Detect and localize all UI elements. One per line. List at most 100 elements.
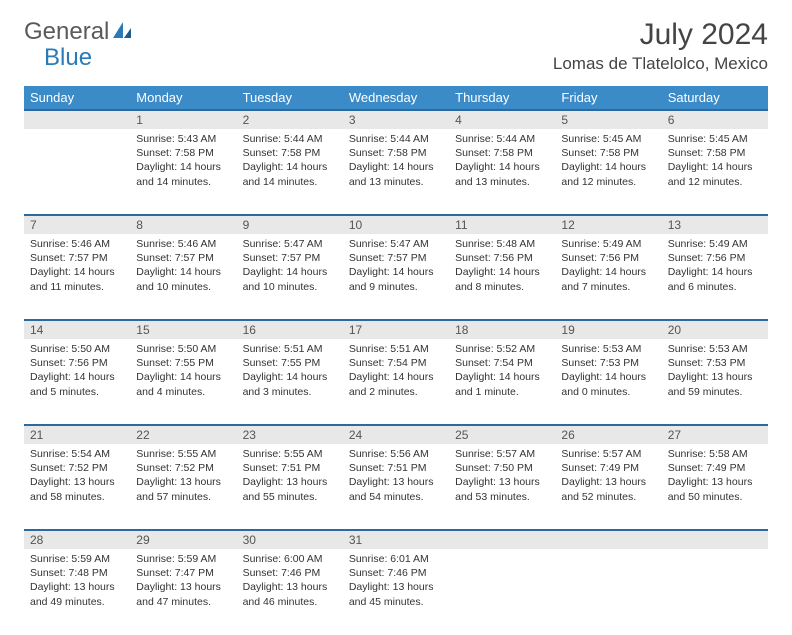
day-info-line: Daylight: 13 hours bbox=[349, 580, 443, 594]
day-info-line: Sunrise: 5:59 AM bbox=[136, 552, 230, 566]
title-block: July 2024 Lomas de Tlatelolco, Mexico bbox=[553, 18, 768, 74]
day-info-line: Daylight: 14 hours bbox=[561, 370, 655, 384]
day-number: 6 bbox=[662, 110, 768, 129]
day-number-row: 21222324252627 bbox=[24, 425, 768, 444]
day-info-line: and 53 minutes. bbox=[455, 490, 549, 504]
day-info-line: Sunset: 7:50 PM bbox=[455, 461, 549, 475]
day-info-line: Daylight: 14 hours bbox=[455, 370, 549, 384]
day-cell: Sunrise: 5:47 AMSunset: 7:57 PMDaylight:… bbox=[237, 234, 343, 320]
day-number: 19 bbox=[555, 320, 661, 339]
day-info-line: Sunset: 7:58 PM bbox=[455, 146, 549, 160]
day-info-line: Sunrise: 5:47 AM bbox=[243, 237, 337, 251]
day-content-row: Sunrise: 5:50 AMSunset: 7:56 PMDaylight:… bbox=[24, 339, 768, 425]
day-info-line: Sunrise: 5:50 AM bbox=[136, 342, 230, 356]
day-info-line: and 59 minutes. bbox=[668, 385, 762, 399]
logo-text-blue: Blue bbox=[44, 44, 92, 72]
day-info-line: Daylight: 13 hours bbox=[349, 475, 443, 489]
day-info-line: Sunset: 7:53 PM bbox=[668, 356, 762, 370]
day-info-line: and 14 minutes. bbox=[243, 175, 337, 189]
day-info-line: Daylight: 14 hours bbox=[668, 265, 762, 279]
day-number: 22 bbox=[130, 425, 236, 444]
day-number bbox=[662, 530, 768, 549]
day-info-line: Daylight: 13 hours bbox=[561, 475, 655, 489]
day-info-line: and 3 minutes. bbox=[243, 385, 337, 399]
day-info-line: and 12 minutes. bbox=[561, 175, 655, 189]
day-info-line: Sunrise: 5:59 AM bbox=[30, 552, 124, 566]
day-info-line: Daylight: 14 hours bbox=[349, 370, 443, 384]
day-cell: Sunrise: 5:59 AMSunset: 7:48 PMDaylight:… bbox=[24, 549, 130, 635]
day-number: 2 bbox=[237, 110, 343, 129]
day-cell: Sunrise: 5:53 AMSunset: 7:53 PMDaylight:… bbox=[662, 339, 768, 425]
day-cell: Sunrise: 5:56 AMSunset: 7:51 PMDaylight:… bbox=[343, 444, 449, 530]
day-info-line: Sunrise: 6:01 AM bbox=[349, 552, 443, 566]
day-info-line: Sunset: 7:57 PM bbox=[349, 251, 443, 265]
weekday-header: Saturday bbox=[662, 86, 768, 110]
day-cell: Sunrise: 5:44 AMSunset: 7:58 PMDaylight:… bbox=[237, 129, 343, 215]
day-cell: Sunrise: 5:47 AMSunset: 7:57 PMDaylight:… bbox=[343, 234, 449, 320]
day-number: 16 bbox=[237, 320, 343, 339]
day-info-line: and 12 minutes. bbox=[668, 175, 762, 189]
day-number: 12 bbox=[555, 215, 661, 234]
day-number: 4 bbox=[449, 110, 555, 129]
day-info-line: Daylight: 14 hours bbox=[455, 265, 549, 279]
day-info-line: Sunset: 7:55 PM bbox=[136, 356, 230, 370]
day-info-line: Sunset: 7:58 PM bbox=[561, 146, 655, 160]
logo-text-general: General bbox=[24, 18, 109, 46]
day-info-line: Sunrise: 5:54 AM bbox=[30, 447, 124, 461]
day-cell bbox=[555, 549, 661, 635]
day-number: 3 bbox=[343, 110, 449, 129]
calendar-table: Sunday Monday Tuesday Wednesday Thursday… bbox=[24, 86, 768, 635]
day-info-line: Sunset: 7:48 PM bbox=[30, 566, 124, 580]
day-info-line: Sunrise: 5:45 AM bbox=[561, 132, 655, 146]
day-number: 28 bbox=[24, 530, 130, 549]
weekday-header: Monday bbox=[130, 86, 236, 110]
day-info-line: and 55 minutes. bbox=[243, 490, 337, 504]
day-info-line: Sunrise: 5:45 AM bbox=[668, 132, 762, 146]
day-cell bbox=[24, 129, 130, 215]
day-cell: Sunrise: 5:44 AMSunset: 7:58 PMDaylight:… bbox=[449, 129, 555, 215]
day-number: 1 bbox=[130, 110, 236, 129]
day-number: 8 bbox=[130, 215, 236, 234]
day-info-line: Sunrise: 6:00 AM bbox=[243, 552, 337, 566]
day-info-line: Sunrise: 5:57 AM bbox=[561, 447, 655, 461]
day-info-line: Sunrise: 5:57 AM bbox=[455, 447, 549, 461]
day-info-line: and 2 minutes. bbox=[349, 385, 443, 399]
day-cell: Sunrise: 5:48 AMSunset: 7:56 PMDaylight:… bbox=[449, 234, 555, 320]
weekday-header: Thursday bbox=[449, 86, 555, 110]
day-cell: Sunrise: 5:51 AMSunset: 7:54 PMDaylight:… bbox=[343, 339, 449, 425]
day-info-line: and 10 minutes. bbox=[243, 280, 337, 294]
day-info-line: and 13 minutes. bbox=[349, 175, 443, 189]
day-info-line: Daylight: 14 hours bbox=[243, 160, 337, 174]
day-info-line: Daylight: 13 hours bbox=[455, 475, 549, 489]
day-info-line: Sunset: 7:52 PM bbox=[136, 461, 230, 475]
day-info-line: Daylight: 13 hours bbox=[243, 580, 337, 594]
day-number: 14 bbox=[24, 320, 130, 339]
day-info-line: Sunrise: 5:55 AM bbox=[243, 447, 337, 461]
day-info-line: Sunrise: 5:51 AM bbox=[349, 342, 443, 356]
day-info-line: Sunrise: 5:49 AM bbox=[668, 237, 762, 251]
day-info-line: Daylight: 13 hours bbox=[30, 580, 124, 594]
day-info-line: and 54 minutes. bbox=[349, 490, 443, 504]
day-info-line: Daylight: 14 hours bbox=[30, 265, 124, 279]
day-info-line: and 1 minute. bbox=[455, 385, 549, 399]
day-number: 17 bbox=[343, 320, 449, 339]
location: Lomas de Tlatelolco, Mexico bbox=[553, 54, 768, 74]
day-info-line: Sunrise: 5:48 AM bbox=[455, 237, 549, 251]
day-info-line: Sunset: 7:49 PM bbox=[668, 461, 762, 475]
day-number: 11 bbox=[449, 215, 555, 234]
day-number: 26 bbox=[555, 425, 661, 444]
day-cell: Sunrise: 5:55 AMSunset: 7:52 PMDaylight:… bbox=[130, 444, 236, 530]
day-info-line: and 7 minutes. bbox=[561, 280, 655, 294]
day-cell: Sunrise: 5:46 AMSunset: 7:57 PMDaylight:… bbox=[24, 234, 130, 320]
day-info-line: Sunset: 7:46 PM bbox=[243, 566, 337, 580]
day-info-line: Sunset: 7:57 PM bbox=[243, 251, 337, 265]
day-info-line: Sunset: 7:49 PM bbox=[561, 461, 655, 475]
sail-icon bbox=[111, 20, 133, 45]
day-info-line: and 52 minutes. bbox=[561, 490, 655, 504]
day-info-line: Sunrise: 5:44 AM bbox=[243, 132, 337, 146]
day-number: 15 bbox=[130, 320, 236, 339]
day-info-line: Sunrise: 5:46 AM bbox=[136, 237, 230, 251]
day-cell: Sunrise: 5:51 AMSunset: 7:55 PMDaylight:… bbox=[237, 339, 343, 425]
day-cell: Sunrise: 5:45 AMSunset: 7:58 PMDaylight:… bbox=[662, 129, 768, 215]
day-number: 18 bbox=[449, 320, 555, 339]
